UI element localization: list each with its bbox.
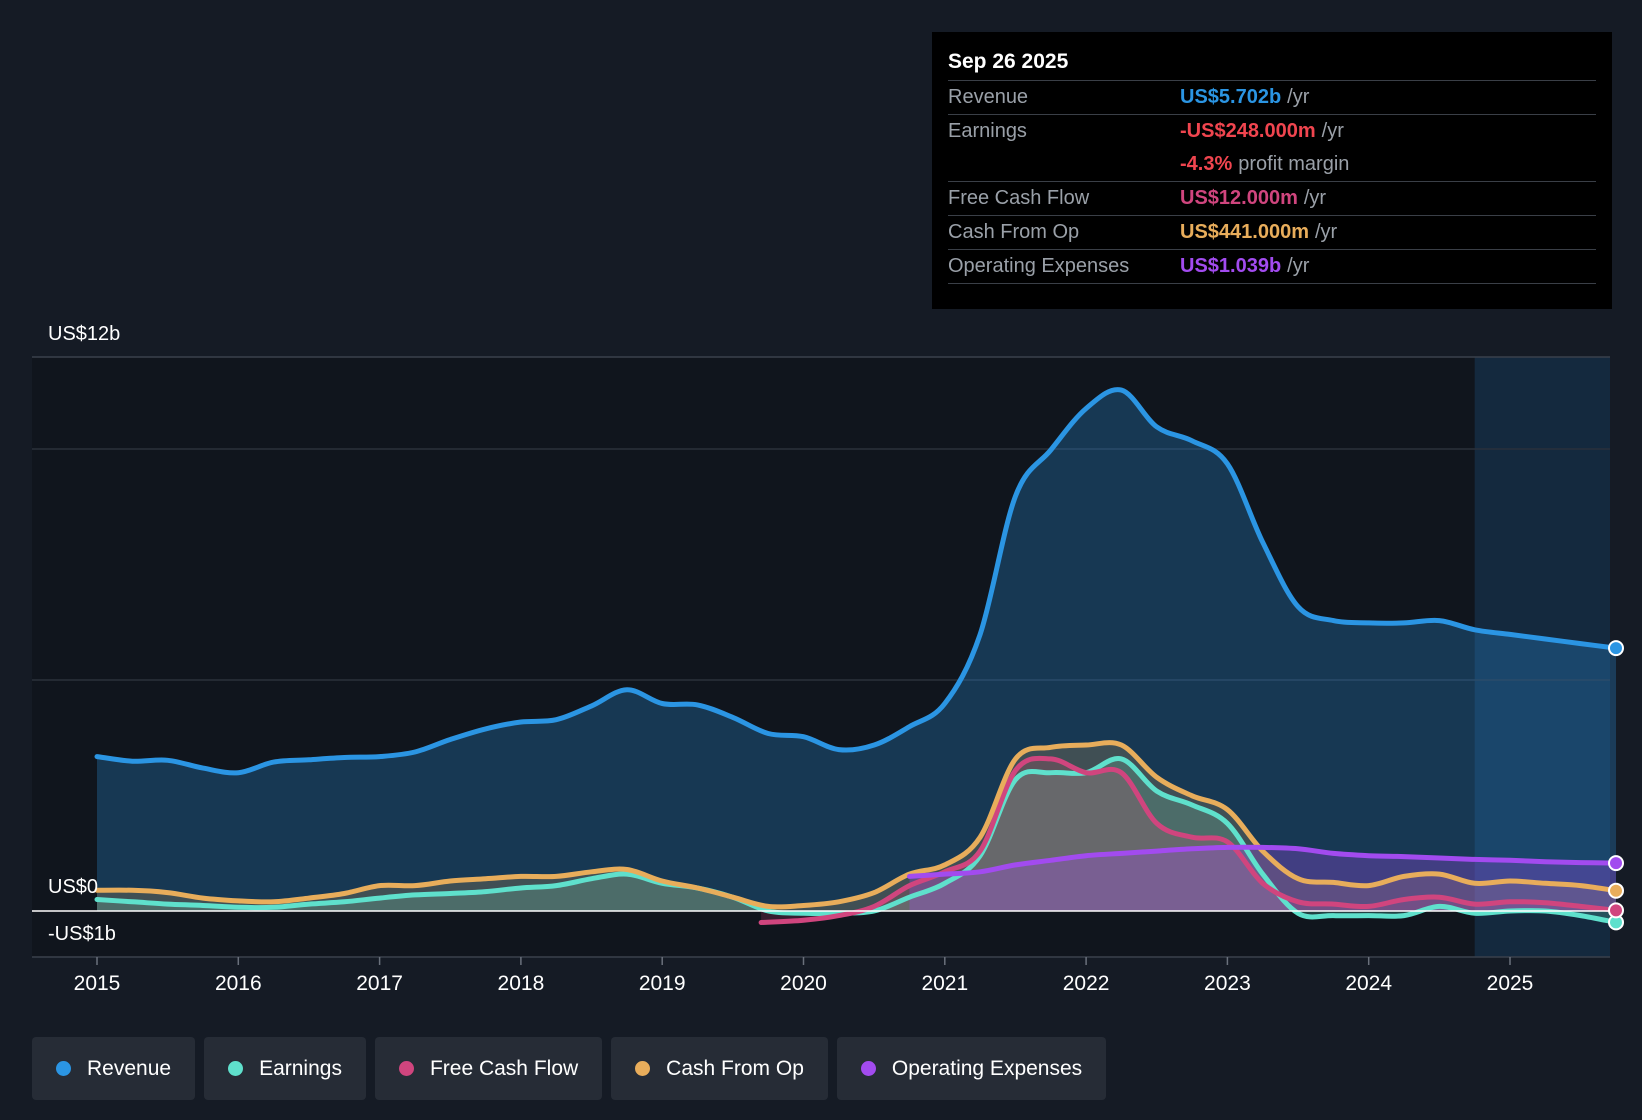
x-tick-label: 2025 xyxy=(1487,972,1534,995)
end-dots xyxy=(1608,640,1624,931)
tooltip-value: -US$248.000m xyxy=(1180,120,1316,142)
tooltip: Sep 26 2025 Revenue US$5.702b /yr Earnin… xyxy=(932,32,1612,309)
tooltip-row-cash-from-op: Cash From Op US$441.000m /yr xyxy=(948,215,1596,249)
tooltip-row-operating-expenses: Operating Expenses US$1.039b /yr xyxy=(948,249,1596,284)
legend-dot-icon xyxy=(398,1061,414,1076)
tooltip-row-revenue: Revenue US$5.702b /yr xyxy=(948,80,1596,114)
plot-area xyxy=(32,357,1610,957)
tooltip-value: US$441.000m xyxy=(1180,221,1309,243)
tooltip-unit: /yr xyxy=(1287,255,1310,277)
tooltip-label: Free Cash Flow xyxy=(948,187,1090,209)
line-free_cash_flow xyxy=(758,755,1619,925)
tooltip-label: Operating Expenses xyxy=(948,255,1130,277)
y-label-top: US$12b xyxy=(48,323,120,345)
x-tick-label: 2021 xyxy=(921,972,968,995)
legend-item-earnings[interactable]: Earnings xyxy=(204,1037,366,1100)
legend-item-operating-expenses[interactable]: Operating Expenses xyxy=(836,1037,1107,1100)
legend-dot-icon xyxy=(228,1061,244,1076)
legend: Revenue Earnings Free Cash Flow Cash Fro… xyxy=(32,1037,1107,1100)
legend-dot-icon xyxy=(860,1061,876,1076)
line-cash_from_op xyxy=(94,740,1619,910)
area-layer xyxy=(97,389,1616,923)
tooltip-unit: /yr xyxy=(1314,221,1338,243)
legend-label: Free Cash Flow xyxy=(429,1056,579,1080)
tooltip-label: Cash From Op xyxy=(948,221,1080,243)
end-dot-free_cash_flow xyxy=(1608,902,1624,919)
y-label-bottom: -US$1b xyxy=(48,923,116,945)
tooltip-value: US$1.039b xyxy=(1180,255,1282,277)
tooltip-value: US$5.702b xyxy=(1180,86,1282,108)
tooltip-unit: /yr xyxy=(1303,187,1327,209)
x-tick-label: 2022 xyxy=(1063,972,1110,995)
legend-dot-icon xyxy=(56,1061,71,1076)
legend-label: Revenue xyxy=(87,1056,172,1080)
area-free_cash_flow xyxy=(761,758,1616,923)
legend-label: Operating Expenses xyxy=(891,1056,1083,1080)
tooltip-unit: /yr xyxy=(1321,120,1344,142)
legend-label: Cash From Op xyxy=(666,1056,804,1080)
legend-item-revenue[interactable]: Revenue xyxy=(32,1037,196,1100)
tooltip-row-earnings: Earnings -US$248.000m /yr xyxy=(948,114,1596,148)
area-earnings xyxy=(97,758,1616,923)
x-tick-label: 2023 xyxy=(1204,972,1251,995)
tooltip-unit: profit margin xyxy=(1238,153,1350,175)
y-label-zero: US$0 xyxy=(48,876,98,898)
legend-item-cash-from-op[interactable]: Cash From Op xyxy=(611,1037,828,1100)
forecast-shade xyxy=(1474,357,1610,957)
legend-item-free-cash-flow[interactable]: Free Cash Flow xyxy=(374,1037,603,1100)
tooltip-label: Revenue xyxy=(948,86,1029,108)
end-dot-operating_expenses xyxy=(1608,855,1624,872)
tooltip-unit: /yr xyxy=(1287,86,1310,108)
tooltip-row-free-cash-flow: Free Cash Flow US$12.000m /yr xyxy=(948,181,1596,215)
x-tick-label: 2018 xyxy=(498,972,545,995)
tooltip-row-profit-margin: -4.3% profit margin xyxy=(948,148,1596,181)
line-revenue xyxy=(94,387,1619,776)
tooltip-label: Earnings xyxy=(948,120,1027,142)
area-revenue xyxy=(97,389,1616,911)
grid xyxy=(32,356,1610,958)
x-tick-label: 2015 xyxy=(74,972,121,995)
tooltip-value: US$12.000m xyxy=(1180,187,1298,209)
legend-label: Earnings xyxy=(259,1056,342,1080)
line-layer xyxy=(32,387,1619,925)
x-axis: 2015 2016 2017 2018 2019 2020 2021 2022 2023 2024… xyxy=(74,957,1534,995)
end-dot-cash_from_op xyxy=(1608,882,1624,899)
tooltip-value: -4.3% xyxy=(1180,153,1233,175)
x-tick-label: 2024 xyxy=(1345,972,1392,995)
line-operating_expenses xyxy=(907,844,1619,879)
legend-dot-icon xyxy=(635,1061,651,1076)
x-tick-label: 2017 xyxy=(356,972,403,995)
x-tick-label: 2020 xyxy=(780,972,827,995)
x-tick-label: 2019 xyxy=(639,972,686,995)
end-dot-revenue xyxy=(1608,640,1624,657)
area-cash_from_op xyxy=(97,742,1616,911)
tooltip-date: Sep 26 2025 xyxy=(948,50,1069,73)
x-tick-label: 2016 xyxy=(215,972,262,995)
